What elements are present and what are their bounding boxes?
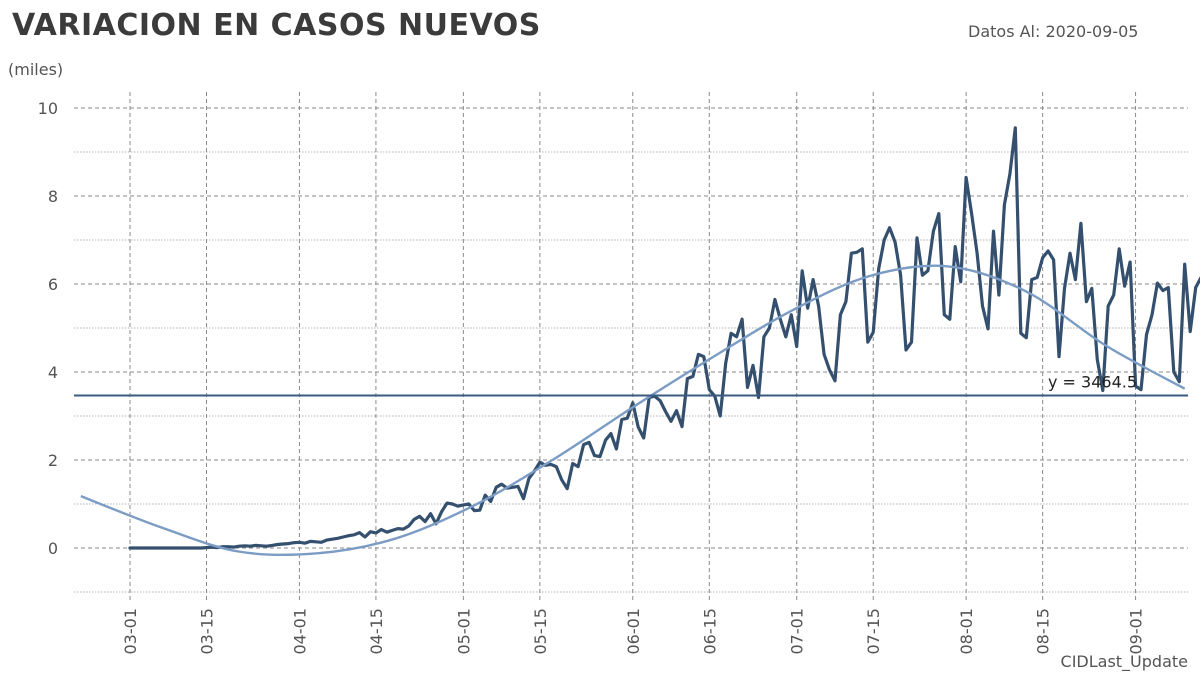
y-tick-label: 6 <box>48 275 58 294</box>
x-tick-label: 04-01 <box>290 608 309 655</box>
x-tick-label: 06-01 <box>624 608 643 655</box>
y-tick-label: 0 <box>48 539 58 558</box>
trend-curve-line <box>80 264 1186 557</box>
x-tick-labels: 03-01 03-15 04-01 04-15 05-01 05-15 06-01 06-15… <box>121 608 1146 655</box>
x-tick-label: 07-15 <box>864 608 883 655</box>
x-tick-label: 09-01 <box>1127 608 1146 655</box>
chart-title: VARIACION EN CASOS NUEVOS <box>12 8 541 43</box>
x-tick-label: 03-15 <box>198 608 217 655</box>
x-tick-label: 04-15 <box>367 608 386 655</box>
y-tick-labels: 0 2 4 6 8 10 <box>38 99 58 558</box>
reference-line-layer: y = 3464.5 <box>74 373 1188 397</box>
x-tick-label: 05-15 <box>531 608 550 655</box>
y-tick-label: 8 <box>48 187 58 206</box>
footer-update-label: CIDLast_Update <box>1060 652 1188 671</box>
series-layer <box>80 126 1200 557</box>
y-tick-label: 4 <box>48 363 58 382</box>
y-tick-label: 10 <box>38 99 58 118</box>
y-axis-unit-label: (miles) <box>8 60 64 79</box>
x-tick-label: 08-15 <box>1034 608 1053 655</box>
y-tick-label: 2 <box>48 451 58 470</box>
x-tick-label: 03-01 <box>121 608 140 655</box>
daily-cases-series-line <box>128 126 1200 550</box>
data-date-label: Datos Al: 2020-09-05 <box>968 22 1139 41</box>
x-tick-label: 05-01 <box>454 608 473 655</box>
x-tick-label: 07-01 <box>788 608 807 655</box>
x-tick-label: 06-15 <box>700 608 719 655</box>
grid-lines <box>74 92 1188 600</box>
x-tick-label: 08-01 <box>957 608 976 655</box>
reference-line-label: y = 3464.5 <box>1048 373 1137 392</box>
